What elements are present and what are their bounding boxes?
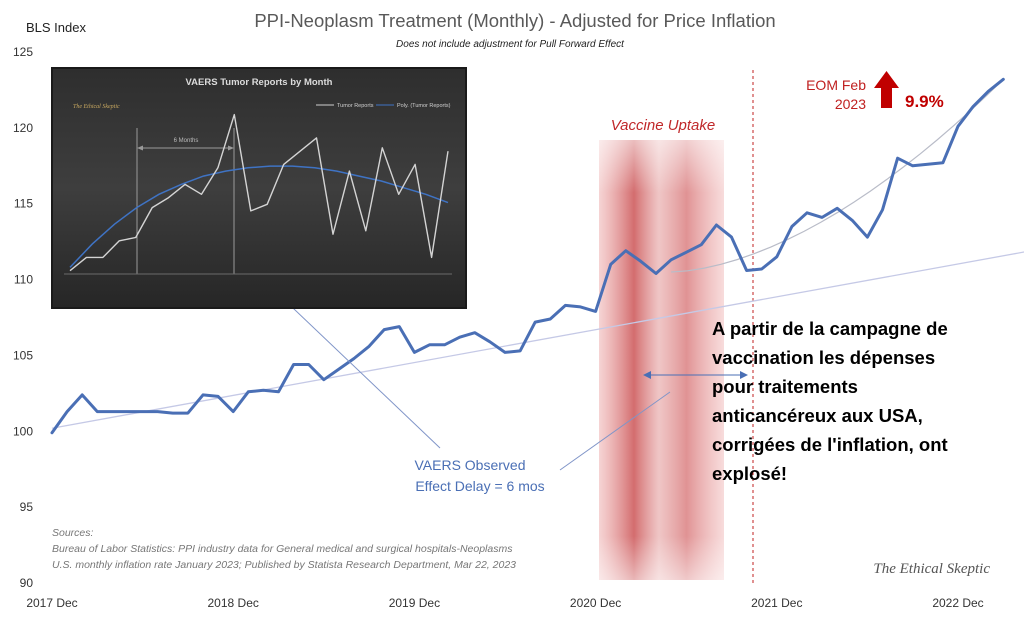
delay-arrow-left-head [643,371,651,379]
y-tick-label: 95 [20,500,34,514]
inset-vaers-chart: VAERS Tumor Reports by Month The Ethical… [51,67,467,309]
x-tick-label: 2022 Dec [932,596,983,610]
vaccine-uptake-band-fade [599,140,724,580]
sources-text: Sources: Bureau of Labor Statistics: PPI … [52,527,516,571]
eom-percent-label: 9.9% [905,92,944,111]
callout-line: A partir de la campagne de [712,318,948,339]
inset-delay-label: 6 Months [174,138,199,144]
callout-line: pour traitements [712,376,858,397]
vaccine-uptake-label: Vaccine Uptake [611,117,716,134]
source-line: Bureau of Labor Statistics: PPI industry… [52,543,513,555]
inset-trend-line [69,165,449,268]
x-tick-label: 2018 Dec [208,596,259,610]
x-tick-label: 2020 Dec [570,596,621,610]
watermark: The Ethical Skeptic [873,561,990,577]
up-arrow-icon [874,71,899,108]
y-tick-label: 90 [20,576,34,590]
x-axis-ticks: 2017 Dec 2018 Dec 2019 Dec 2020 Dec 2021 Dec… [26,596,983,610]
inset-brand: The Ethical Skeptic [73,104,120,110]
inset-legend-1: Tumor Reports [337,103,374,109]
y-tick-label: 110 [14,273,33,287]
inset-series-line [69,113,449,272]
ppi-series-line [50,77,1005,435]
y-axis-label: BLS Index [26,20,86,35]
exponential-trend-line [671,78,1004,273]
inset-title: VAERS Tumor Reports by Month [186,77,333,88]
y-axis-ticks: 90 95 100 105 110 115 120 125 [13,45,33,590]
eom-label-line1: EOM Feb [806,77,866,93]
callout-text: A partir de la campagne de vaccination le… [712,318,948,484]
callout-line: anticancéreux aux USA, [712,405,923,426]
delay-label-line1: VAERS Observed [414,457,525,473]
y-tick-label: 115 [14,197,33,211]
callout-line: explosé! [712,463,787,484]
source-line: U.S. monthly inflation rate January 2023… [52,559,516,571]
delay-label-line2: Effect Delay = 6 mos [415,478,544,494]
x-tick-label: 2021 Dec [751,596,802,610]
callout-line: vaccination les dépenses [712,347,935,368]
y-tick-label: 105 [13,348,33,362]
delay-arrow-right-head [740,371,748,379]
chart-subtitle: Does not include adjustment for Pull For… [396,39,625,50]
eom-label-line2: 2023 [835,96,866,112]
inset-legend-2: Poly. (Tumor Reports) [397,103,451,109]
y-tick-label: 100 [13,424,33,438]
x-tick-label: 2019 Dec [389,596,440,610]
x-tick-label: 2017 Dec [26,596,77,610]
source-line: Sources: [52,527,94,539]
delay-pointer-line-2 [559,391,671,471]
y-tick-label: 120 [13,121,33,135]
y-tick-label: 125 [13,45,33,59]
callout-line: corrigées de l'inflation, ont [712,434,948,455]
chart-title: PPI-Neoplasm Treatment (Monthly) - Adjus… [254,10,775,31]
